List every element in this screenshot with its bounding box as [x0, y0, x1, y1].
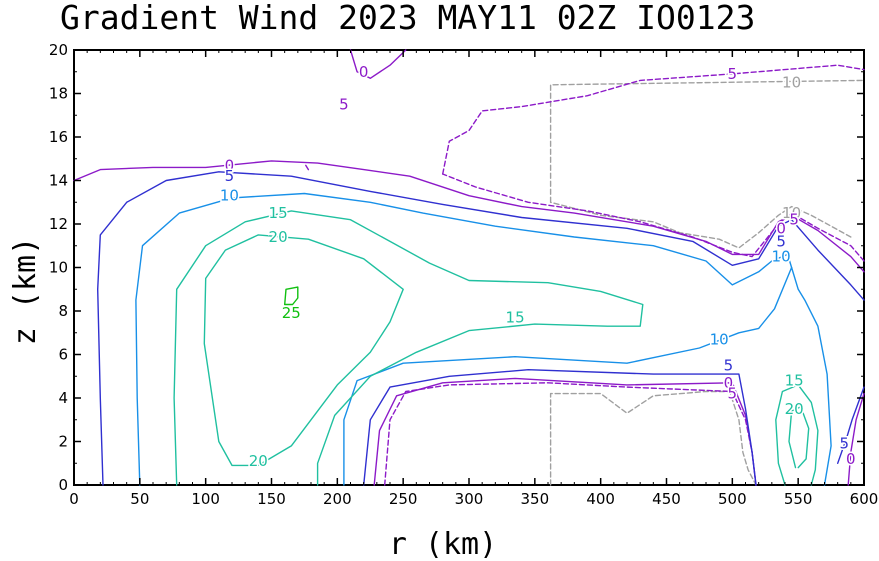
contour-label-2: 10: [782, 74, 801, 92]
contour-level-0-path-1: [373, 377, 757, 486]
contour-level-neg10-path-1: [549, 79, 865, 203]
y-tick-label-12: 12: [49, 215, 68, 233]
y-axis: 0 2 4 6 8 10 12 14 16 18 20: [49, 41, 864, 494]
contour-label-15: 10: [782, 204, 801, 222]
contour-label-10: 15: [506, 309, 525, 327]
contour-label-3: 5: [339, 95, 349, 113]
contour-level-25-path-0: [284, 286, 299, 306]
contour-level-neg10-path-0: [549, 390, 757, 486]
x-tick-label-150: 150: [257, 490, 286, 508]
y-tick-label-6: 6: [58, 346, 68, 364]
chart-title: Gradient Wind 2023 MAY11 02Z IO0123: [60, 0, 755, 37]
contour-label-22: 20: [249, 452, 268, 470]
contour-label-20: 15: [785, 372, 804, 390]
contour-label-5: 5: [225, 167, 235, 185]
x-axis: 0 50 100 150 200 250 300 350 400 450 500 550 600: [69, 50, 878, 508]
contour-level-0-path-2: [847, 392, 865, 486]
contour-label-17: 0: [776, 219, 786, 237]
contour-label-0: 0: [359, 63, 369, 81]
contour-level-neg5-path-0: [384, 382, 757, 486]
contour-label-8: 20: [269, 228, 288, 246]
x-tick-label-250: 250: [389, 490, 418, 508]
x-tick-label-450: 450: [652, 490, 681, 508]
contour-label-4: 0: [225, 156, 235, 174]
y-tick-label-10: 10: [49, 259, 68, 277]
contour-label-24: 0: [846, 450, 856, 468]
y-tick-label-16: 16: [49, 128, 68, 146]
contour-label-14: 5: [728, 385, 738, 403]
contour-level-20-path-1: [788, 406, 810, 469]
contour-level-5-path-2: [837, 386, 865, 464]
contour-label-7: 15: [269, 204, 288, 222]
x-tick-label-0: 0: [69, 490, 79, 508]
contour-label-11: 10: [710, 330, 729, 348]
x-tick-label-350: 350: [521, 490, 550, 508]
x-tick-label-200: 200: [323, 490, 352, 508]
contour-label-6: 10: [220, 187, 239, 205]
contour-label-21: 20: [785, 400, 804, 418]
x-tick-label-550: 550: [784, 490, 813, 508]
contour-label-9: 25: [282, 304, 301, 322]
y-tick-label-2: 2: [58, 433, 68, 451]
x-tick-label-600: 600: [850, 490, 879, 508]
contour-level-neg5-path-2: [442, 173, 865, 262]
contour-level-10-path-0: [135, 192, 832, 486]
y-tick-label-8: 8: [58, 302, 68, 320]
contour-label-12: 5: [724, 356, 734, 374]
contour-level-0-path-3: [349, 49, 407, 79]
contour-level-5-path-1: [363, 369, 757, 486]
y-axis-label: z (km): [8, 237, 43, 345]
x-tick-label-50: 50: [130, 490, 149, 508]
contour-level-10-path-1: [343, 266, 793, 486]
contour-lines: [73, 49, 865, 486]
x-tick-label-500: 500: [718, 490, 747, 508]
contour-label-23: 5: [840, 435, 850, 453]
y-tick-label-0: 0: [58, 476, 68, 494]
contour-label-13: 0: [724, 374, 734, 392]
x-tick-label-300: 300: [455, 490, 484, 508]
y-tick-label-4: 4: [58, 389, 68, 407]
contour-label-19: 10: [772, 248, 791, 266]
contour-level-neg5-path-1: [303, 162, 310, 171]
y-tick-label-20: 20: [49, 41, 68, 59]
x-tick-label-400: 400: [586, 490, 615, 508]
contour-level-20-path-0: [203, 234, 404, 467]
y-tick-label-14: 14: [49, 172, 68, 190]
x-axis-label: r (km): [389, 527, 497, 561]
y-tick-label-18: 18: [49, 85, 68, 103]
x-tick-label-100: 100: [191, 490, 220, 508]
contour-label-18: 5: [776, 232, 786, 250]
contour-label-16: 5: [789, 211, 799, 229]
contour-level-15-path-0: [173, 210, 644, 486]
contour-level-5-path-0: [97, 171, 865, 486]
contour-level-neg5-path-3: [442, 64, 865, 175]
contour-level-neg10-path-2: [549, 201, 852, 249]
contour-level-15-path-1: [775, 384, 819, 486]
contour-label-1: 5: [728, 65, 738, 83]
contour-level-0-path-0: [73, 160, 865, 273]
